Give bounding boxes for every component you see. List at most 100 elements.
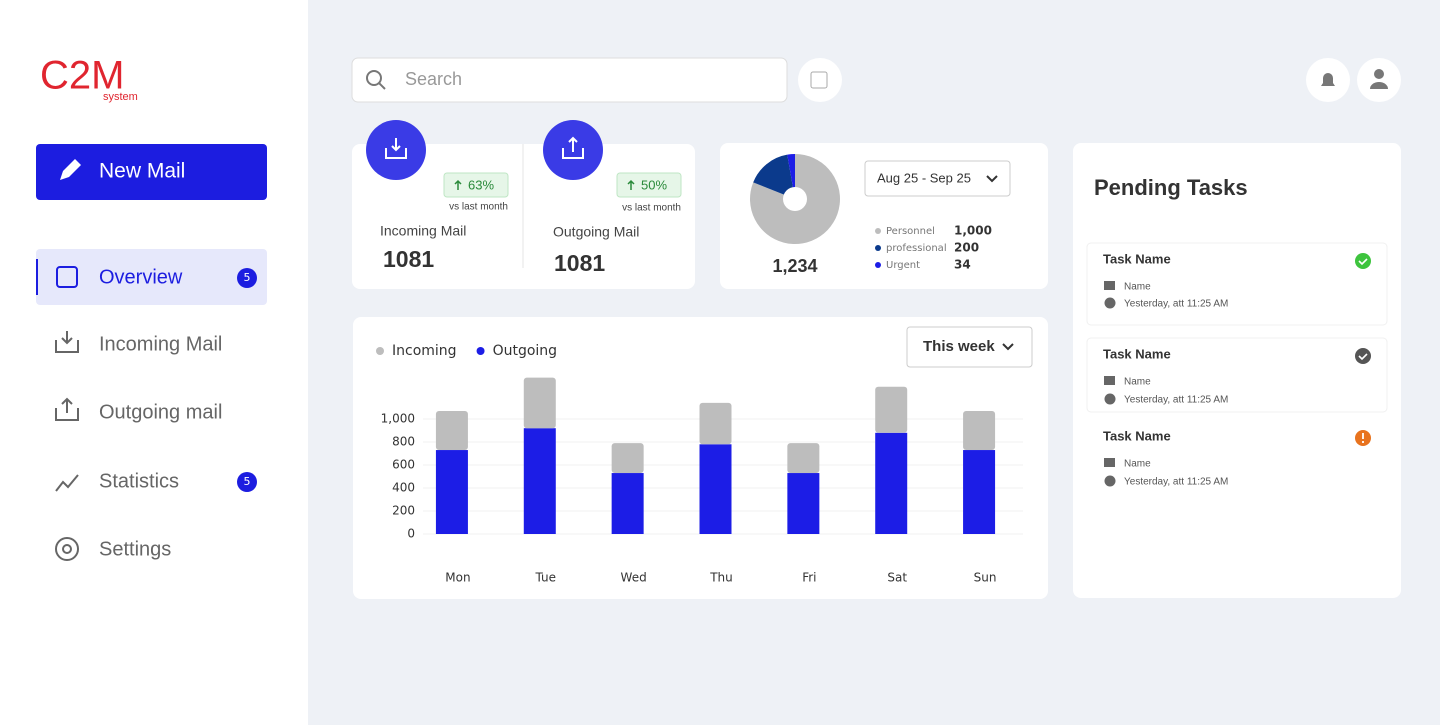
legend-label: professional: [886, 243, 947, 254]
task-time: Yesterday, att 11:25 AM: [1124, 477, 1228, 488]
legend-label: Urgent: [886, 260, 920, 271]
box-icon: [1104, 458, 1115, 467]
compose-icon: [810, 71, 828, 89]
stats-icon: [55, 474, 79, 492]
task-name: Name: [1124, 377, 1151, 388]
chevron: [986, 175, 998, 183]
search-box[interactable]: [351, 57, 788, 103]
bar-segment: [963, 410, 996, 451]
legend-label: Incoming: [392, 343, 457, 359]
user-icon: [1374, 69, 1384, 79]
profile-button[interactable]: [1357, 58, 1401, 102]
date-dropdown[interactable]: [864, 160, 1011, 197]
task-title: Task Name: [1103, 428, 1171, 443]
clock-icon: [1104, 393, 1116, 405]
logo-sub: system: [103, 91, 138, 103]
check: [1358, 353, 1368, 361]
nav-active[interactable]: [36, 249, 267, 305]
badge: [237, 472, 257, 492]
pie-hole: [783, 187, 807, 211]
change-badge: [443, 172, 509, 198]
change-note: vs last month: [622, 203, 681, 214]
task-box[interactable]: [1086, 242, 1388, 326]
badge: [237, 268, 257, 288]
nav-item[interactable]: Outgoing mail: [99, 401, 222, 423]
nav-item[interactable]: Settings: [99, 538, 171, 560]
bar-segment: [699, 444, 732, 534]
nav-indicator: [36, 259, 38, 295]
x-tick-label: Thu: [709, 571, 733, 585]
nav-item[interactable]: Statistics: [99, 470, 179, 492]
new-mail-label: New Mail: [99, 160, 185, 183]
stat-label: Outgoing Mail: [553, 224, 639, 240]
legend-label: Personnel: [886, 226, 935, 237]
bell-icon: [1321, 73, 1335, 86]
box-icon: [1104, 376, 1115, 385]
bar-segment: [435, 410, 468, 451]
bar-segment: [875, 432, 908, 534]
legend-label: Outgoing: [493, 343, 557, 359]
legend-dot: [376, 347, 384, 355]
badge-text: 5: [244, 271, 251, 284]
x-tick-label: Sat: [887, 571, 907, 585]
y-tick-label: 800: [392, 435, 415, 449]
bar-segment: [523, 377, 556, 429]
legend-value: 1,000: [954, 224, 992, 238]
search-icon-handle: [378, 82, 386, 90]
bar-segment: [435, 450, 468, 534]
y-tick-label: 600: [392, 458, 415, 472]
outbox-icon: [562, 136, 584, 159]
legend-value: 34: [954, 258, 971, 272]
clock-icon: [1104, 475, 1116, 487]
clock-icon: [1104, 297, 1116, 309]
y-tick-label: 0: [407, 527, 415, 541]
nav-item[interactable]: Incoming Mail: [99, 333, 222, 355]
period-dropdown[interactable]: [906, 326, 1033, 368]
stat-label: Incoming Mail: [380, 223, 466, 239]
task-box[interactable]: [1086, 337, 1388, 413]
status-seen: [1355, 348, 1371, 364]
up-arrow: [454, 179, 462, 190]
user-icon-body: [1370, 82, 1388, 89]
legend-dot: [875, 245, 881, 251]
task-title: Task Name: [1103, 346, 1171, 361]
task-time: Yesterday, att 11:25 AM: [1124, 395, 1228, 406]
box-icon: [1104, 281, 1115, 290]
nav-item[interactable]: Overview: [99, 266, 183, 288]
pie: Personnel 1,000 professional 200 Urgent 34: [749, 154, 992, 272]
date-range: Aug 25 - Sep 25: [877, 170, 971, 185]
stat-value: 1081: [554, 250, 605, 276]
inbox-icon: [385, 138, 407, 159]
settings-icon: [55, 537, 79, 561]
bar-chart: 0 200 400 600 800 1,000 Incoming Outgoing Mon Tue…: [376, 343, 1023, 585]
period: This week: [923, 338, 995, 355]
task-name: Name: [1124, 459, 1151, 470]
pending-title: Pending Tasks: [1094, 175, 1248, 200]
compose-button[interactable]: [798, 58, 842, 102]
bar-segment: [875, 386, 908, 433]
x-tick-label: Sun: [974, 571, 997, 585]
bar-segment: [611, 473, 644, 534]
y-tick-label: 1,000: [381, 412, 415, 426]
change-note: vs last month: [449, 202, 508, 213]
task-title: Task Name: [1103, 251, 1171, 266]
legend-dot: [875, 262, 881, 268]
stat-value: 1081: [383, 246, 434, 272]
change-value: 50%: [641, 177, 667, 192]
badge-text: 5: [244, 475, 251, 488]
new-mail-button[interactable]: [36, 144, 267, 200]
bar-segment: [787, 473, 820, 534]
task-name: Name: [1124, 282, 1151, 293]
bar-segment: [523, 428, 556, 534]
pie-slice: [753, 154, 795, 199]
legend-value: 200: [954, 241, 979, 255]
logo: C2M: [40, 54, 124, 98]
legend-dot: [875, 228, 881, 234]
check: [1358, 258, 1368, 266]
status-done: [1355, 253, 1371, 269]
y-tick-label: 200: [392, 504, 415, 518]
bar-segment: [699, 402, 732, 445]
legend-dot: [476, 347, 485, 355]
